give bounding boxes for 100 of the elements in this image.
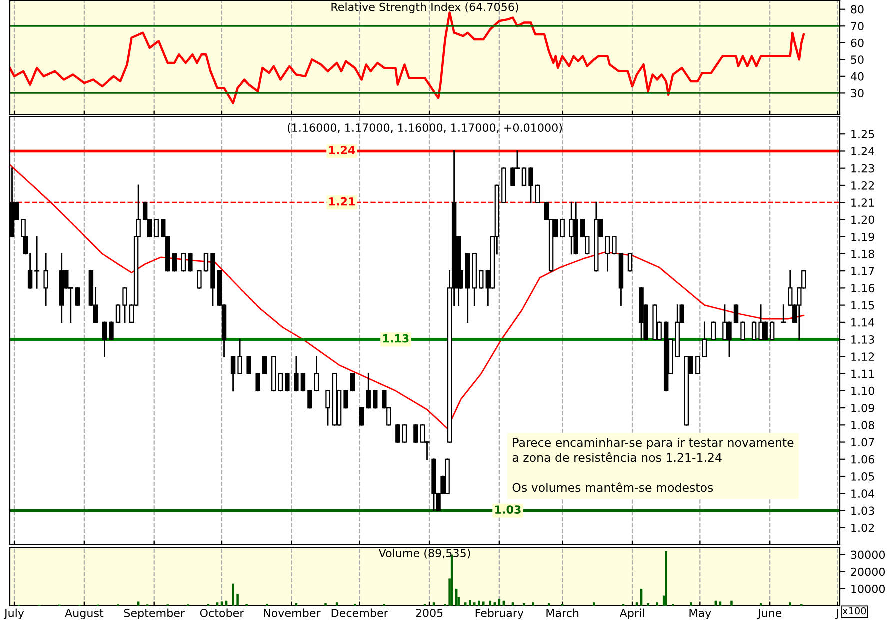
candlestick bbox=[256, 373, 260, 392]
candlestick bbox=[770, 322, 775, 340]
bar bbox=[656, 602, 658, 606]
bar bbox=[482, 602, 485, 606]
bar bbox=[523, 603, 526, 606]
candlestick bbox=[711, 322, 716, 340]
y-tick-label: 1.04 bbox=[852, 490, 875, 498]
candlestick bbox=[34, 236, 40, 289]
candlestick bbox=[262, 356, 268, 374]
bar bbox=[478, 600, 480, 606]
candlestick bbox=[278, 373, 284, 392]
y-tick-label: 1.15 bbox=[852, 301, 874, 310]
candlestick bbox=[102, 322, 108, 358]
bar bbox=[473, 602, 476, 606]
y-tick-label: 1.03 bbox=[852, 506, 874, 516]
candlestick bbox=[528, 168, 534, 204]
y-tick-label: 1.10 bbox=[852, 386, 874, 396]
candlestick bbox=[300, 373, 306, 392]
text: x100 bbox=[842, 607, 866, 615]
y-tick-label: 30 bbox=[851, 89, 864, 98]
bar bbox=[216, 602, 219, 606]
y-tick-label: 1.08 bbox=[852, 421, 874, 430]
candlestick bbox=[359, 407, 364, 426]
candlestick bbox=[560, 219, 565, 238]
candlestick bbox=[628, 253, 633, 272]
chart-title: Relative Strength Index (64.7056) bbox=[332, 2, 518, 14]
candlestick bbox=[116, 304, 121, 324]
candlestick bbox=[702, 322, 708, 358]
bar bbox=[647, 603, 650, 606]
candlestick bbox=[752, 322, 757, 340]
bar bbox=[789, 602, 792, 606]
candlestick bbox=[294, 356, 299, 392]
candlestick bbox=[204, 253, 209, 272]
bar bbox=[498, 599, 501, 606]
line-series bbox=[10, 12, 806, 104]
bar bbox=[532, 602, 534, 606]
candlestick bbox=[396, 424, 400, 443]
y-tick-label: 1.14 bbox=[852, 318, 875, 327]
candlestick bbox=[172, 253, 178, 272]
y-tick-label: 1.18 bbox=[852, 250, 874, 258]
bar bbox=[719, 602, 722, 606]
candlestick bbox=[373, 390, 378, 409]
y-tick-label: 1.25 bbox=[852, 130, 874, 138]
y-tick-label: 60 bbox=[851, 38, 864, 48]
candlestick bbox=[696, 356, 700, 374]
bar bbox=[464, 602, 467, 606]
ref-line-label: 1.21 bbox=[330, 197, 355, 206]
candlestick bbox=[326, 390, 330, 426]
y-tick-label: 50 bbox=[851, 56, 864, 64]
y-tick-label: 1.11 bbox=[852, 370, 874, 378]
candlestick bbox=[414, 424, 418, 443]
y-tick-label: 1.02 bbox=[852, 524, 874, 532]
bar bbox=[494, 602, 496, 606]
candlestick bbox=[479, 270, 484, 289]
candlestick bbox=[350, 373, 356, 392]
x-tick-label: June bbox=[757, 609, 782, 620]
y-tick-label: 20000 bbox=[851, 568, 886, 576]
x-tick-label: April bbox=[620, 608, 644, 620]
x-tick-label: November bbox=[264, 608, 321, 618]
x-tick-label: March bbox=[546, 608, 579, 618]
x-tick-label: 2005 bbox=[416, 608, 443, 618]
x-tick-label: July bbox=[4, 608, 24, 620]
x-tick-label: February bbox=[476, 608, 524, 620]
y-tick-label: 1.19 bbox=[852, 232, 874, 242]
y-tick-label: 1.23 bbox=[852, 164, 874, 173]
bar bbox=[236, 594, 239, 606]
x-tick-label: October bbox=[200, 608, 244, 618]
x-tick-label: December bbox=[332, 608, 388, 618]
candlestick bbox=[75, 288, 80, 306]
bar bbox=[324, 603, 327, 606]
y-tick-label: 1.05 bbox=[852, 472, 874, 481]
candlestick bbox=[535, 184, 540, 204]
y-tick-label: 1.20 bbox=[852, 216, 874, 224]
chart-title: Volume (89,535) bbox=[378, 548, 470, 559]
candlestick bbox=[230, 356, 236, 392]
candlestick bbox=[154, 219, 159, 238]
bar bbox=[232, 584, 234, 606]
candlestick bbox=[344, 390, 348, 409]
candlestick bbox=[197, 270, 202, 289]
y-tick-label: 1.06 bbox=[852, 455, 874, 464]
y-tick-label: 1.17 bbox=[852, 267, 874, 276]
candlestick bbox=[740, 322, 746, 340]
y-tick-label: 1.21 bbox=[852, 198, 874, 207]
bar bbox=[432, 602, 436, 606]
bar bbox=[636, 602, 638, 606]
y-tick-label: 1.13 bbox=[852, 336, 874, 344]
candlestick bbox=[402, 424, 408, 443]
candlestick bbox=[605, 236, 610, 272]
bar bbox=[665, 551, 668, 606]
x-tick-label: September bbox=[124, 608, 186, 620]
ref-line-label: 1.24 bbox=[330, 146, 356, 154]
candlestick bbox=[734, 304, 739, 324]
y-tick-label: 70 bbox=[851, 22, 864, 31]
bar bbox=[593, 602, 596, 606]
ref-line-label: 1.13 bbox=[383, 334, 409, 343]
candlestick bbox=[314, 356, 320, 392]
candlestick bbox=[366, 373, 371, 409]
y-tick-label: 1.12 bbox=[852, 352, 874, 361]
candlestick bbox=[238, 338, 242, 374]
y-tick-label: 1.09 bbox=[852, 404, 874, 412]
